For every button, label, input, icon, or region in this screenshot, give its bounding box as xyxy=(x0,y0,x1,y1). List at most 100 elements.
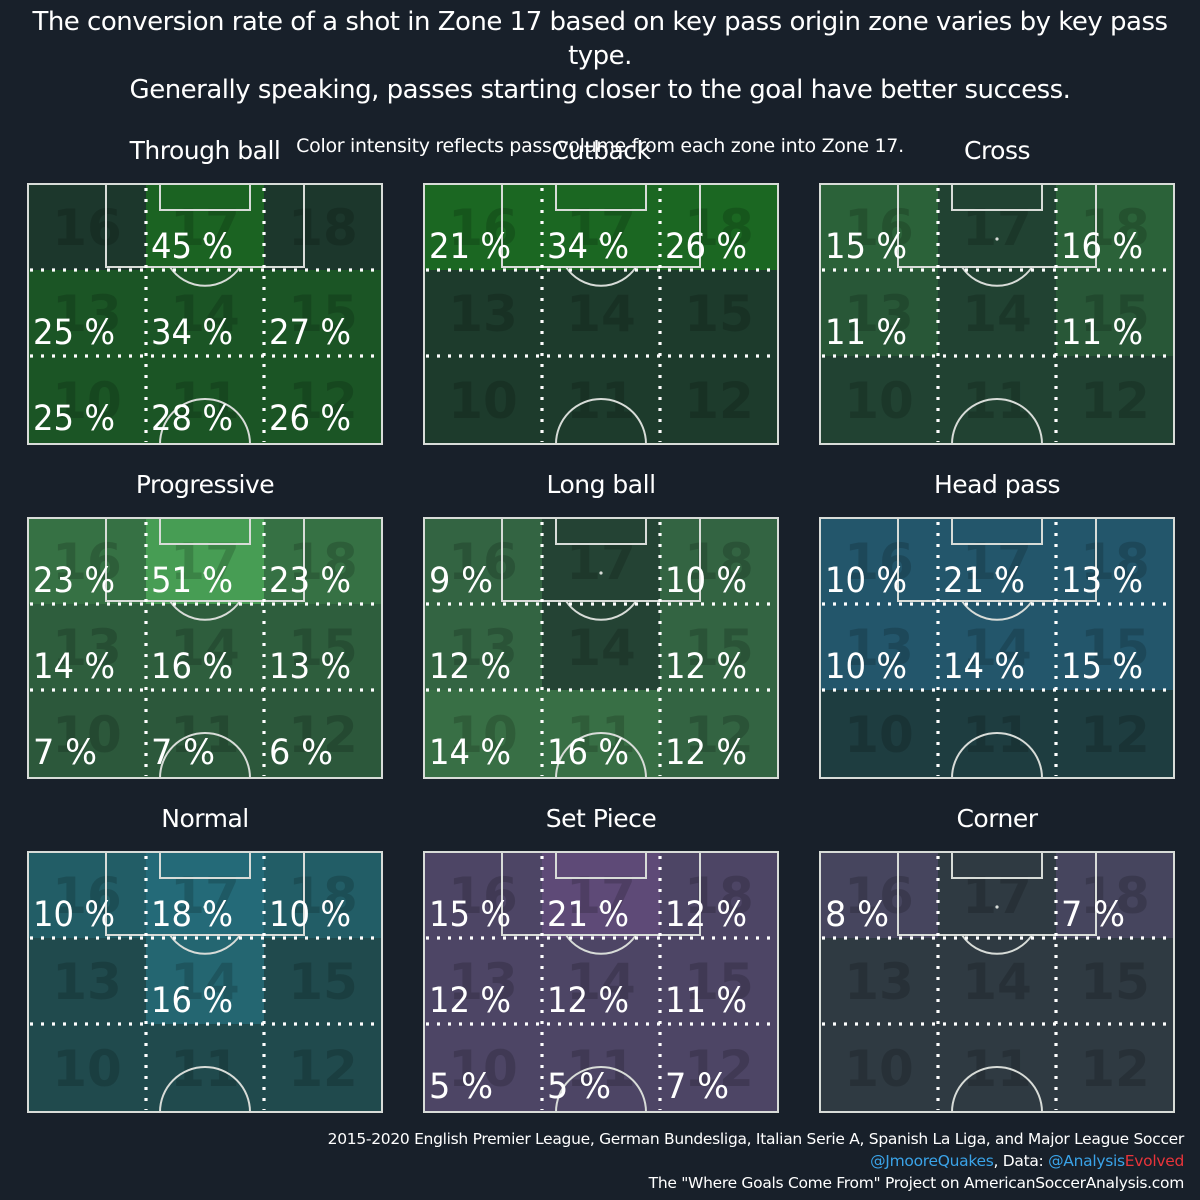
zone-cell-base xyxy=(1056,356,1174,444)
zone-cell-base xyxy=(424,852,542,938)
chart-subtitle: Color intensity reflects pass volume fro… xyxy=(296,135,904,157)
zone-cell xyxy=(28,270,146,356)
panel-title: Through ball xyxy=(129,136,281,165)
zone-number: 12 xyxy=(684,1040,754,1098)
zone-number: 16 xyxy=(844,199,914,257)
zone-cell-base xyxy=(28,852,146,938)
pitch-heatmap: 16 17 18 13 14 15 10 11 12 45 % 25 % 34 % 27 % 25 % 28… xyxy=(27,183,383,445)
penalty-arc xyxy=(961,600,1033,621)
zone-number: 15 xyxy=(288,285,358,343)
zone-number: 12 xyxy=(684,372,754,430)
zone-cell xyxy=(264,604,382,690)
zone-number: 17 xyxy=(170,867,240,925)
zone-cell-base xyxy=(28,356,146,444)
zone-number: 14 xyxy=(566,285,636,343)
zone-number: 18 xyxy=(288,533,358,591)
zone-cell xyxy=(424,1024,542,1112)
chart-title-line-1: The conversion rate of a shot in Zone 17… xyxy=(32,7,1168,71)
zone-cell xyxy=(424,184,542,270)
zone-number: 14 xyxy=(566,953,636,1011)
zone-number: 17 xyxy=(566,199,636,257)
zone-cell xyxy=(542,270,660,356)
zone-number: 11 xyxy=(170,372,240,430)
zone-cell-base xyxy=(146,604,264,690)
zone-cell-base xyxy=(28,1024,146,1112)
zone-cell-base xyxy=(1056,938,1174,1024)
zone-cell xyxy=(264,938,382,1024)
zone-cell xyxy=(660,1024,778,1112)
conversion-rate-label: 9 % xyxy=(429,561,493,601)
zone-number: 15 xyxy=(1080,619,1150,677)
penalty-arc xyxy=(565,600,637,621)
penalty-spot xyxy=(995,905,999,909)
conversion-rate-label: 10 % xyxy=(825,647,907,687)
zone-number: 14 xyxy=(962,953,1032,1011)
conversion-rate-label: 14 % xyxy=(33,647,115,687)
zone-number: 13 xyxy=(448,285,518,343)
zone-cell xyxy=(820,690,938,778)
zone-cell xyxy=(542,604,660,690)
zone-number: 14 xyxy=(170,953,240,1011)
zone-cell xyxy=(1056,1024,1174,1112)
panel-title: Set Piece xyxy=(545,804,657,833)
zone-number: 15 xyxy=(684,953,754,1011)
data-label: , Data: xyxy=(993,1152,1049,1170)
zone-cell-base xyxy=(542,604,660,690)
zone-cell xyxy=(424,356,542,444)
six-yard-box xyxy=(159,851,251,879)
six-yard-box xyxy=(951,517,1043,545)
zone-cell-base xyxy=(264,184,382,270)
zone-number: 16 xyxy=(844,867,914,925)
penalty-arc xyxy=(961,934,1033,955)
zone-cell xyxy=(264,270,382,356)
zone-number: 14 xyxy=(962,285,1032,343)
panel-title: Cross xyxy=(963,136,1031,165)
conversion-rate-label: 26 % xyxy=(269,399,351,439)
zone-number: 17 xyxy=(962,533,1032,591)
chart-title-line-2: Generally speaking, passes starting clos… xyxy=(129,75,1071,105)
panel-title: Normal xyxy=(161,804,249,833)
zone-cell-base xyxy=(660,852,778,938)
zone-number: 16 xyxy=(52,867,122,925)
zone-cell-base xyxy=(938,184,1056,270)
zone-number: 18 xyxy=(684,533,754,591)
zone-number: 17 xyxy=(170,533,240,591)
zone-cell xyxy=(820,852,938,938)
zone-number: 10 xyxy=(448,706,518,764)
zone-number: 13 xyxy=(52,953,122,1011)
zone-cell xyxy=(938,938,1056,1024)
zone-cell-base xyxy=(542,270,660,356)
center-circle-arc xyxy=(951,1066,1043,1113)
zone-cell xyxy=(660,184,778,270)
zone-cell xyxy=(542,938,660,1024)
penalty-arc xyxy=(169,934,241,955)
zone-cell-base xyxy=(938,852,1056,938)
author-handle-link[interactable]: @JmooreQuakes xyxy=(870,1152,994,1170)
zone-number: 10 xyxy=(52,372,122,430)
zone-cell xyxy=(28,938,146,1024)
zone-cell xyxy=(938,852,1056,938)
penalty-arc xyxy=(961,266,1033,287)
zone-number: 15 xyxy=(684,285,754,343)
conversion-rate-label: 12 % xyxy=(547,981,629,1021)
zone-number: 11 xyxy=(566,1040,636,1098)
zone-cell-base xyxy=(1056,852,1174,938)
zone-cell-base xyxy=(424,270,542,356)
zone-cell-base xyxy=(264,938,382,1024)
data-handle-link-b[interactable]: Evolved xyxy=(1124,1152,1185,1170)
zone-cell xyxy=(660,852,778,938)
penalty-arc xyxy=(169,266,241,287)
center-circle-arc xyxy=(555,732,647,779)
panel-title: Progressive xyxy=(135,470,275,499)
data-handle-link-a[interactable]: @Analysis xyxy=(1048,1152,1125,1170)
zone-cell-base xyxy=(938,270,1056,356)
center-circle-arc xyxy=(159,732,251,779)
zone-number: 14 xyxy=(170,285,240,343)
penalty-spot xyxy=(203,571,207,575)
zone-cell xyxy=(1056,690,1174,778)
zone-number: 18 xyxy=(1080,533,1150,591)
zone-cell xyxy=(1056,518,1174,604)
conversion-rate-label: 10 % xyxy=(665,561,747,601)
zone-cell xyxy=(542,852,660,938)
conversion-rate-label: 18 % xyxy=(151,895,233,935)
